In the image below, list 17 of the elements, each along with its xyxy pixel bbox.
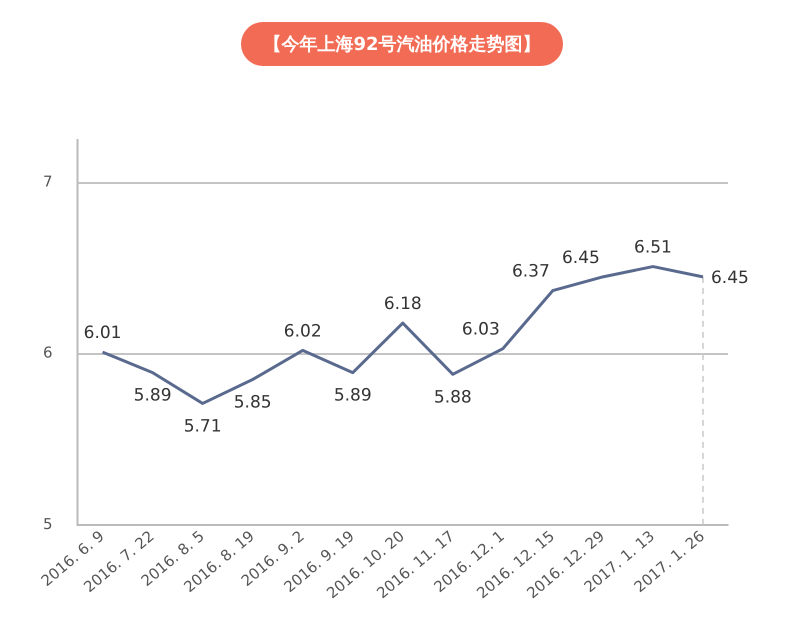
data-label: 5.88 — [434, 387, 472, 408]
data-label: 6.51 — [634, 238, 672, 258]
chart-title: 【今年上海92号汽油价格走势图】 — [241, 22, 563, 66]
data-label: 6.02 — [284, 321, 322, 342]
data-label: 5.89 — [134, 386, 172, 406]
data-label: 6.45 — [710, 268, 749, 288]
data-label: 6.01 — [84, 323, 122, 344]
data-label: 6.37 — [512, 262, 550, 282]
y-tick-label: 5 — [42, 514, 53, 533]
y-tick-label: 6 — [42, 344, 53, 362]
data-label: 5.85 — [234, 392, 272, 412]
data-label: 6.18 — [384, 294, 422, 314]
data-label: 6.03 — [462, 320, 500, 340]
data-label: 5.71 — [184, 416, 222, 436]
y-tick-label: 7 — [42, 172, 53, 191]
data-label: 5.89 — [334, 386, 372, 406]
data-label: 6.45 — [562, 248, 600, 268]
